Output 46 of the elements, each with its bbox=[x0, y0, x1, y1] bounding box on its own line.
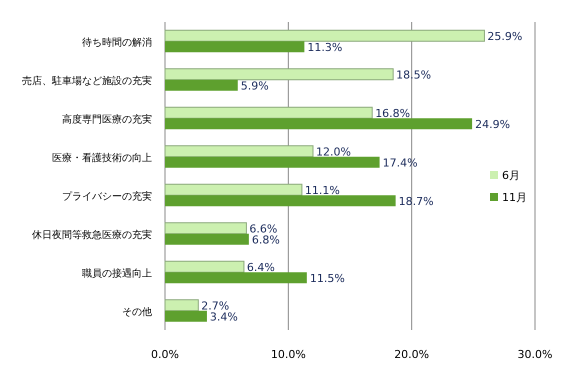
y-tick-label: その他 bbox=[122, 306, 152, 318]
y-tick-label: 休日夜間等救急医療の充実 bbox=[32, 228, 152, 241]
bar bbox=[165, 41, 304, 52]
bar bbox=[165, 272, 307, 284]
bar bbox=[164, 106, 373, 119]
data-label: 18.7% bbox=[398, 194, 434, 208]
bar bbox=[165, 195, 396, 206]
data-label: 2.7% bbox=[201, 299, 230, 312]
y-tick-label: 職員の接遇向上 bbox=[82, 267, 152, 280]
bar bbox=[165, 118, 472, 130]
data-label: 18.5% bbox=[396, 68, 432, 82]
data-label: 11.1% bbox=[304, 184, 340, 197]
y-tick-label: 高度専門医療の充実 bbox=[62, 113, 152, 126]
bar bbox=[164, 260, 244, 273]
data-label: 11.5% bbox=[310, 272, 345, 285]
x-tick-label: 30.0% bbox=[518, 348, 552, 361]
x-tick-label: 10.0% bbox=[270, 348, 306, 361]
x-tick-label: 0.0% bbox=[151, 348, 179, 361]
y-tick-label: プライバシーの充実 bbox=[62, 190, 152, 202]
bar bbox=[164, 30, 485, 42]
bar bbox=[164, 222, 247, 234]
data-label: 6.6% bbox=[249, 222, 278, 236]
data-label: 11.3% bbox=[307, 40, 342, 54]
bar bbox=[164, 184, 302, 196]
data-label: 24.9% bbox=[475, 118, 510, 131]
x-tick-label: 20.0% bbox=[394, 348, 430, 361]
y-tick-label: 売店、駐車場など施設の充実 bbox=[22, 74, 152, 87]
data-label: 3.4% bbox=[210, 310, 238, 324]
bar bbox=[164, 145, 314, 158]
y-tick-label: 医療・看護技術の向上 bbox=[52, 152, 152, 164]
bar bbox=[165, 156, 380, 168]
bar bbox=[164, 299, 199, 312]
legend-label: 6月 bbox=[502, 169, 520, 182]
bar bbox=[165, 310, 207, 322]
bar bbox=[165, 234, 249, 245]
legend-label: 11月 bbox=[502, 191, 527, 204]
data-label: 25.9% bbox=[487, 30, 522, 43]
data-label: 6.4% bbox=[246, 260, 275, 274]
y-tick-label: 待ち時間の解消 bbox=[82, 36, 152, 48]
bar bbox=[164, 68, 394, 80]
data-label: 17.4% bbox=[382, 156, 418, 170]
data-label: 12.0% bbox=[316, 145, 351, 158]
data-label: 16.8% bbox=[375, 106, 410, 120]
bar bbox=[165, 80, 238, 91]
data-label: 6.8% bbox=[252, 233, 280, 246]
data-label: 5.9% bbox=[240, 79, 269, 92]
